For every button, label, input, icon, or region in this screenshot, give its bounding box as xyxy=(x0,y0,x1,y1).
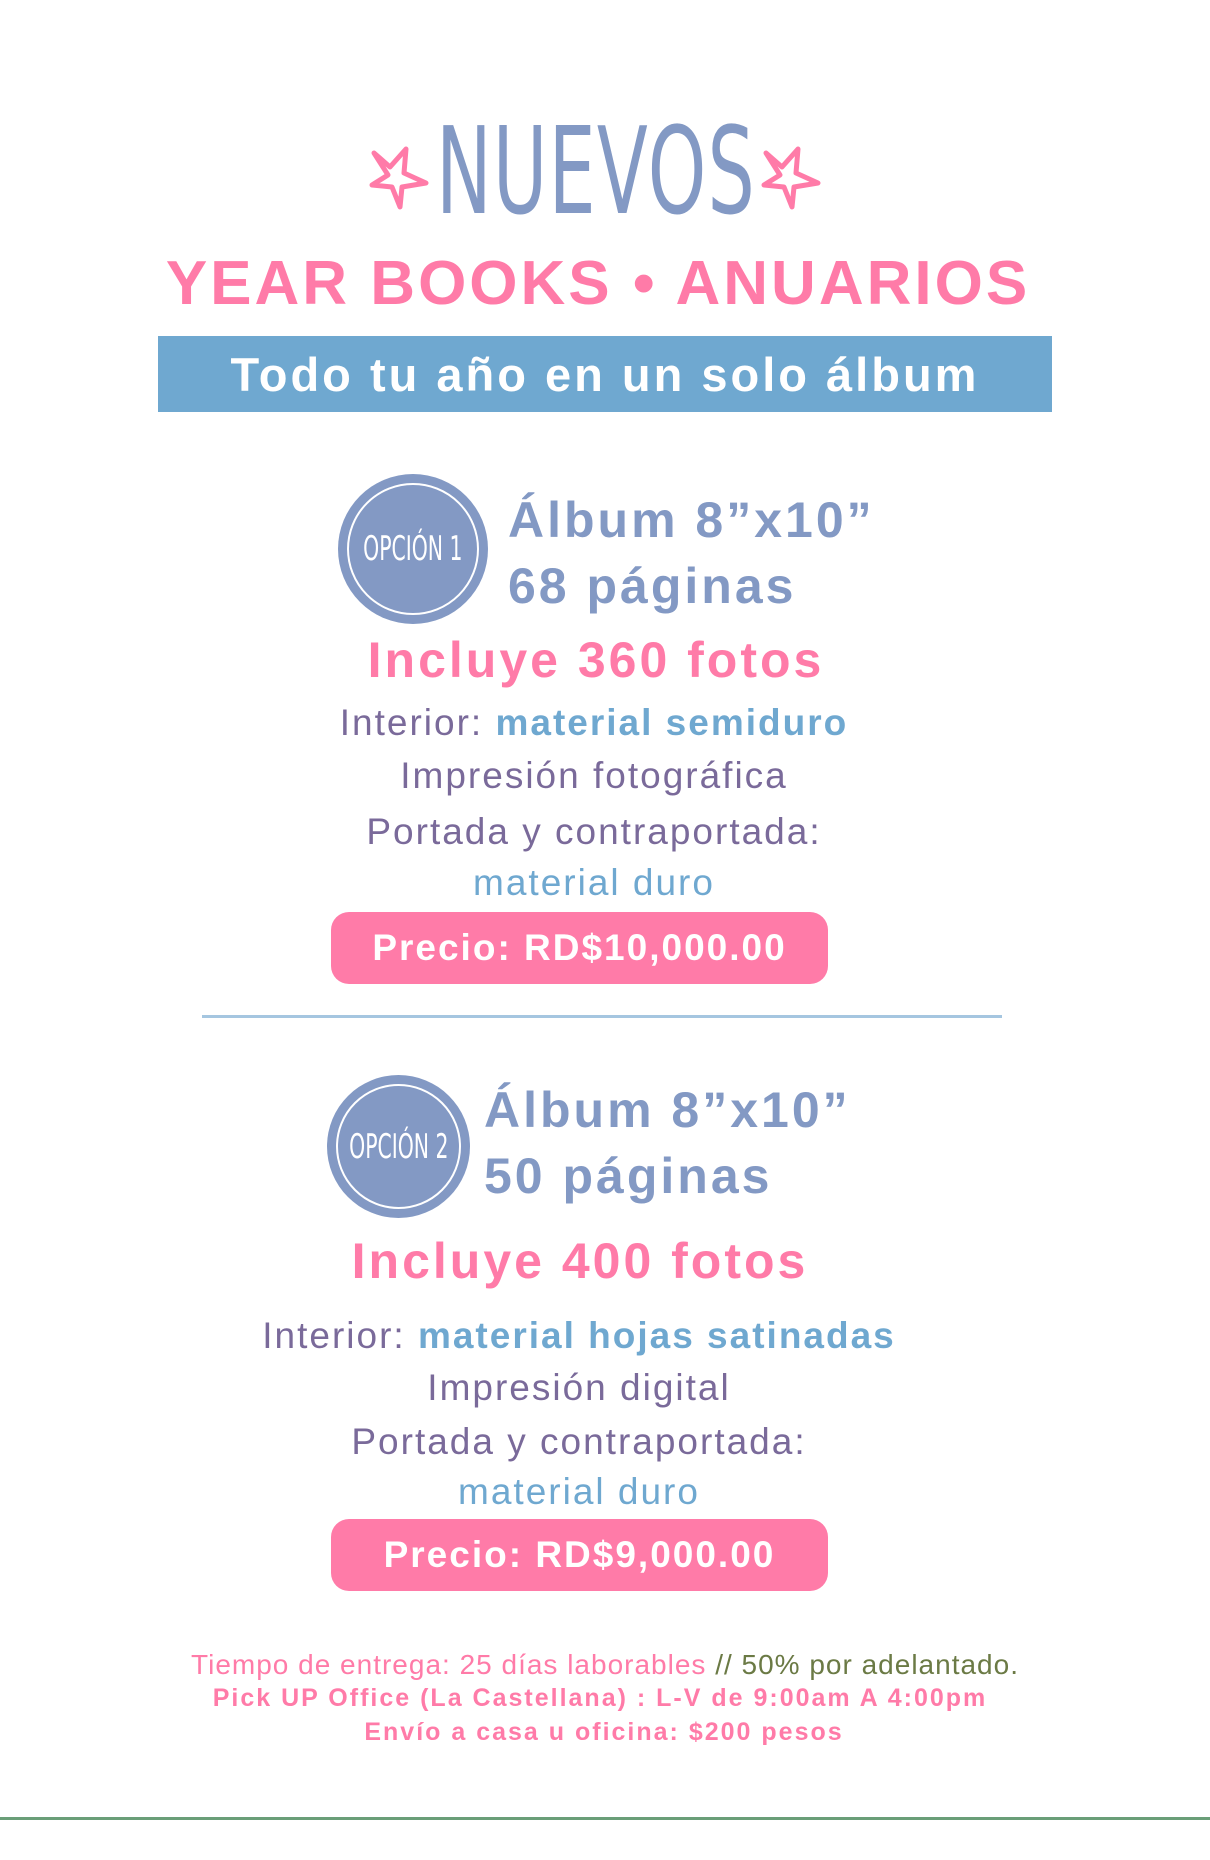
option-2-cover-label: Portada y contraportada: xyxy=(351,1421,807,1462)
delivery-time: Tiempo de entrega: 25 días laborables xyxy=(191,1649,707,1680)
interior-label: Interior: xyxy=(339,702,484,743)
option-2-badge: OPCIÓN 2 xyxy=(327,1075,470,1218)
deposit-note: // 50% por adelantado. xyxy=(715,1649,1019,1680)
option-1-interior: Interior: material semiduro xyxy=(340,700,848,746)
star-right-icon xyxy=(761,146,821,210)
option-2-photos: Incluye 400 fotos xyxy=(351,1233,809,1289)
option-1-size: Álbum 8”x10” xyxy=(508,492,875,548)
interior-value: material semiduro xyxy=(495,702,849,743)
interior-value: material hojas satinadas xyxy=(417,1315,896,1356)
price-label: Precio: RD$9,000.00 xyxy=(383,1534,776,1575)
pickup-info: Pick UP Office (La Castellana) : L-V de … xyxy=(212,1684,988,1712)
subtitle: YEAR BOOKS • ANUARIOS xyxy=(165,249,1031,318)
option-2-pages: 50 páginas xyxy=(484,1148,773,1204)
option-2-interior: Interior: material hojas satinadas xyxy=(262,1313,896,1359)
delivery-info: Tiempo de entrega: 25 días laborables //… xyxy=(191,1648,1019,1682)
badge-label: OPCIÓN 1 xyxy=(363,529,463,569)
tagline: Todo tu año en un solo álbum xyxy=(230,347,980,401)
option-2-print: Impresión digital xyxy=(427,1367,731,1408)
divider xyxy=(202,1015,1002,1018)
option-1-badge: OPCIÓN 1 xyxy=(338,474,488,624)
price-label: Precio: RD$10,000.00 xyxy=(372,927,787,968)
option-2-cover-value: material duro xyxy=(458,1471,700,1512)
interior-label: Interior: xyxy=(262,1315,406,1356)
option-2-price-button[interactable]: Precio: RD$9,000.00 xyxy=(331,1519,828,1591)
tagline-banner: Todo tu año en un solo álbum xyxy=(158,336,1052,412)
option-1-photos: Incluye 360 fotos xyxy=(367,632,825,688)
title-nuevos: NUEVOS xyxy=(436,103,756,242)
option-2-size: Álbum 8”x10” xyxy=(484,1082,851,1138)
star-left-icon xyxy=(369,146,429,210)
badge-label: OPCIÓN 2 xyxy=(348,1126,449,1167)
shipping-info: Envío a casa u oficina: $200 pesos xyxy=(364,1718,844,1746)
option-1-cover-value: material duro xyxy=(473,862,715,903)
option-1-pages: 68 páginas xyxy=(508,558,797,614)
bottom-rule xyxy=(0,1817,1210,1820)
option-1-print: Impresión fotográfica xyxy=(400,755,788,796)
option-1-price-button[interactable]: Precio: RD$10,000.00 xyxy=(331,912,828,984)
option-1-cover-label: Portada y contraportada: xyxy=(366,811,822,852)
